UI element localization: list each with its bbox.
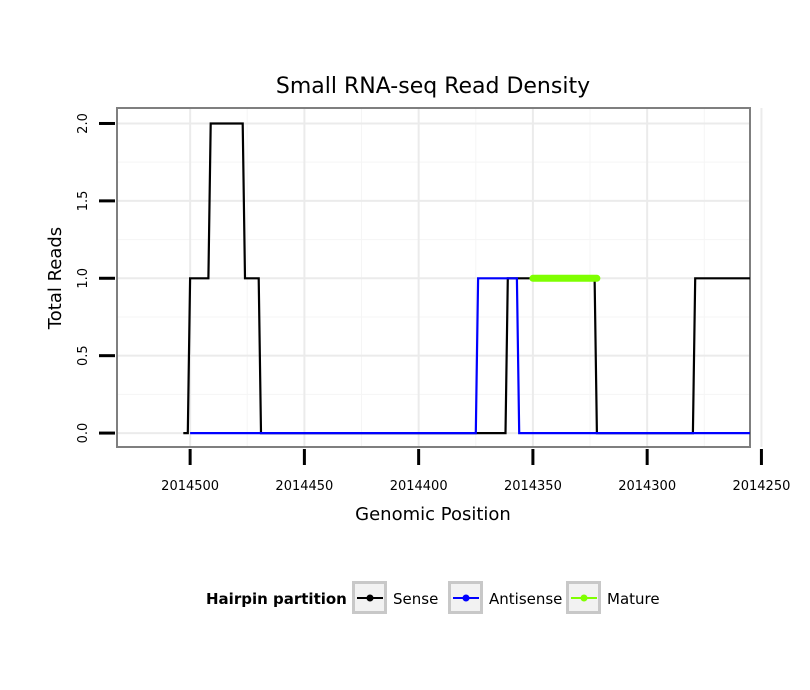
legend-title: Hairpin partition <box>206 590 347 608</box>
legend-label-mature: Mature <box>607 590 660 608</box>
legend: Hairpin partition Sense Antisense Mature <box>206 581 660 614</box>
series-layer <box>183 122 750 435</box>
y-tick-label: 1.5 <box>76 191 91 212</box>
series-antisense-line <box>190 277 750 435</box>
y-axis-label: Total Reads <box>45 227 66 330</box>
legend-label-sense: Sense <box>393 590 438 608</box>
legend-key-sense-point <box>366 594 374 602</box>
x-tick-label: 2014450 <box>275 479 333 494</box>
y-axis: 0.0 0.5 1.0 1.5 2.0 <box>76 113 115 443</box>
legend-label-antisense: Antisense <box>489 590 562 608</box>
chart-title: Small RNA-seq Read Density <box>276 74 590 99</box>
x-tick-label: 2014500 <box>161 479 219 494</box>
y-tick-label: 0.0 <box>76 423 91 444</box>
x-tick-label: 2014250 <box>732 479 790 494</box>
legend-key-mature-point <box>580 594 588 602</box>
x-axis-label: Genomic Position <box>355 504 511 525</box>
legend-items: Sense Antisense Mature <box>352 581 660 614</box>
x-tick-label: 2014300 <box>618 479 676 494</box>
y-tick-label: 1.0 <box>76 268 91 289</box>
grid <box>117 108 763 447</box>
y-tick-label: 2.0 <box>76 113 91 134</box>
x-tick-label: 2014400 <box>390 479 448 494</box>
x-axis: 2014500 2014450 2014400 2014350 2014300 20142… <box>161 449 790 494</box>
y-tick-label: 0.5 <box>76 345 91 366</box>
legend-key-antisense-point <box>462 594 470 602</box>
x-tick-label: 2014350 <box>504 479 562 494</box>
